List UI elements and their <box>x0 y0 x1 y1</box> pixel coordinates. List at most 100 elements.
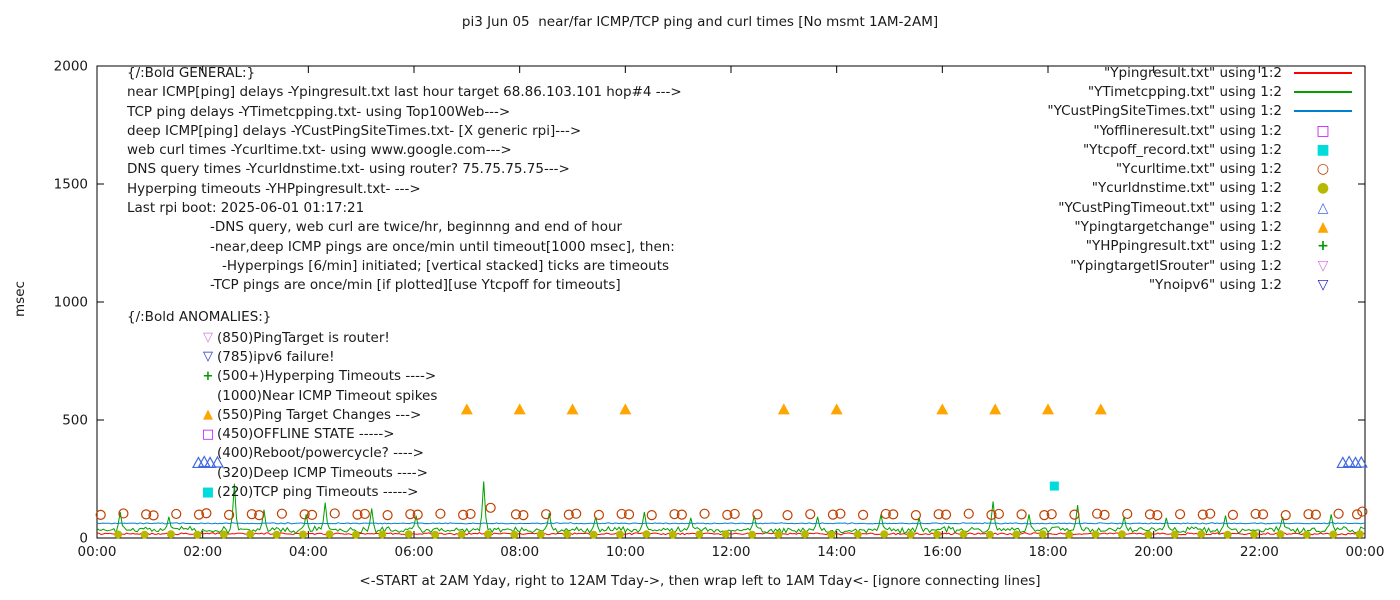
filled-circle-marker <box>483 530 492 539</box>
open-circle-marker <box>782 510 793 521</box>
open-circle-marker <box>888 509 899 520</box>
filled-circle-marker <box>1250 530 1259 539</box>
x-tick-label: 22:00 <box>1240 544 1279 560</box>
filled-circle-marker <box>721 530 730 539</box>
chart-title: pi3 Jun 05 near/far ICMP/TCP ping and cu… <box>461 14 939 30</box>
filled-circle-marker <box>1065 530 1074 539</box>
legend-item: "Yofflineresult.txt" using 1:2 □ <box>1047 121 1354 140</box>
legend-label: "YHPpingresult.txt" using 1:2 <box>1085 238 1282 255</box>
filled-square-icon: ■ <box>1316 141 1330 158</box>
open-triangle-up-marker <box>203 456 217 469</box>
filled-circle-marker <box>219 530 228 539</box>
legend-item: "YTimetcpping.txt" using 1:2 <box>1047 82 1354 101</box>
open-circle-marker <box>699 508 710 519</box>
general-note-line: -near,deep ICMP pings are once/min until… <box>210 238 675 255</box>
open-circle-marker <box>306 509 318 520</box>
open-circle-marker <box>805 509 816 520</box>
filled-circle-marker <box>193 530 202 539</box>
x-tick-label: 14:00 <box>817 544 856 560</box>
filled-triangle-up-marker <box>619 403 632 415</box>
open-circle-marker <box>1250 508 1261 520</box>
filled-circle-marker <box>985 530 994 539</box>
open-circle-marker <box>1257 509 1269 520</box>
x-tick-label: 08:00 <box>500 544 539 560</box>
filled-circle-marker <box>404 530 413 539</box>
anomaly-item: □ (450)OFFLINE STATE -----> <box>199 424 437 443</box>
legend-label: "Ynoipv6" using 1:2 <box>1148 276 1282 293</box>
filled-circle-marker <box>933 530 942 539</box>
open-triangle-up-marker <box>210 455 224 468</box>
anomaly-text: (785)ipv6 failure! <box>217 348 335 365</box>
legend-label: "Ycurldnstime.txt" using 1:2 <box>1091 180 1282 197</box>
filled-circle-marker <box>351 530 360 539</box>
x-tick-label: 10:00 <box>606 544 645 560</box>
open-triangle-up-marker <box>1354 455 1368 468</box>
open-circle-marker <box>676 509 687 520</box>
anomalies-header: {/:Bold ANOMALIES:} <box>127 309 272 325</box>
legend-label: "Ycurltime.txt" using 1:2 <box>1115 161 1282 178</box>
open-circle-marker <box>646 510 657 521</box>
open-circle-marker <box>1174 509 1186 520</box>
filled-circle-marker <box>1223 530 1232 539</box>
filled-circle-marker <box>299 530 308 539</box>
x-tick-label: 06:00 <box>395 544 434 560</box>
open-circle-marker <box>593 509 605 520</box>
filled-triangle-up-marker <box>460 403 473 415</box>
x-tick-label: 18:00 <box>1029 544 1068 560</box>
open-circle-marker <box>118 508 129 519</box>
general-note-line: TCP ping delays -YTimetcpping.txt- using… <box>127 103 511 120</box>
anomalies-list: ▽ (850)PingTarget is router! ▽ (785)ipv6 fa… <box>199 328 438 502</box>
anomaly-item: ■ (220)TCP ping Timeouts -----> <box>199 482 437 501</box>
x-axis-label: <-START at 2AM Yday, right to 12AM Tday-… <box>359 573 1041 589</box>
open-square-icon: □ <box>1316 122 1330 139</box>
legend-item: "YCustPingSiteTimes.txt" using 1:2 <box>1047 102 1354 121</box>
legend-item: "Ycurltime.txt" using 1:2 ○ <box>1047 159 1354 178</box>
open-circle-marker <box>910 510 922 521</box>
legend-item: "Ycurldnstime.txt" using 1:2 ● <box>1047 179 1354 198</box>
open-circle-marker <box>1046 509 1057 520</box>
anomaly-item: (1000)Near ICMP Timeout spikes <box>199 386 437 405</box>
legend-label: "YTimetcpping.txt" using 1:2 <box>1087 83 1282 100</box>
general-note-line: near ICMP[ping] delays -Ypingresult.txt … <box>127 84 682 101</box>
legend-item: "Ynoipv6" using 1:2 ▽ <box>1047 275 1354 294</box>
filled-triangle-up-marker <box>777 403 790 415</box>
general-note-line: Hyperping timeouts -YHPpingresult.txt- -… <box>127 180 421 197</box>
legend-item: "YCustPingTimeout.txt" using 1:2 △ <box>1047 198 1354 217</box>
anomaly-text: (400)Reboot/powercycle? ----> <box>217 445 424 462</box>
open-circle-marker <box>246 509 257 520</box>
open-circle-marker <box>223 509 235 520</box>
filled-triangle-up-marker <box>566 403 579 415</box>
general-note-line: -Hyperpings [6/min] initiated; [vertical… <box>222 257 670 274</box>
anomaly-text: (500+)Hyperping Timeouts ----> <box>217 368 437 385</box>
legend-item: "Ypingresult.txt" using 1:2 <box>1047 63 1354 82</box>
open-circle-marker <box>329 508 340 519</box>
open-circle-marker <box>1310 509 1321 520</box>
open-circle-marker <box>141 509 152 520</box>
filled-circle-marker <box>695 530 704 539</box>
open-circle-marker <box>1280 510 1291 521</box>
filled-circle-marker <box>457 530 466 539</box>
filled-circle-marker <box>431 530 440 539</box>
filled-circle-marker <box>166 530 175 539</box>
filled-circle-marker <box>246 530 255 539</box>
open-circle-marker <box>352 509 363 520</box>
series-line <box>96 531 1366 536</box>
open-circle-marker <box>254 510 265 521</box>
legend-item: "Ypingtargetchange" using 1:2 ▲ <box>1047 217 1354 236</box>
filled-circle-marker <box>906 530 915 539</box>
open-circle-marker <box>458 509 469 520</box>
filled-circle-marker <box>880 530 889 539</box>
legend-label: "Ypingresult.txt" using 1:2 <box>1104 64 1282 81</box>
open-circle-marker <box>729 508 740 520</box>
anomaly-text: (550)Ping Target Changes ---> <box>217 406 422 423</box>
open-circle-marker <box>563 509 574 520</box>
general-note-line: -TCP pings are once/min [if plotted][use… <box>210 277 621 294</box>
open-circle-marker <box>616 508 627 520</box>
filled-circle-marker <box>325 530 334 539</box>
open-circle-marker <box>986 509 997 520</box>
filled-triangle-up-marker <box>989 403 1002 415</box>
legend-item: "Ytcpoff_record.txt" using 1:2 ■ <box>1047 140 1354 159</box>
general-note-line: deep ICMP[ping] delays -YCustPingSiteTim… <box>127 122 582 139</box>
general-note-line: -DNS query, web curl are twice/hr, begin… <box>210 219 623 236</box>
open-circle-marker <box>540 509 552 520</box>
